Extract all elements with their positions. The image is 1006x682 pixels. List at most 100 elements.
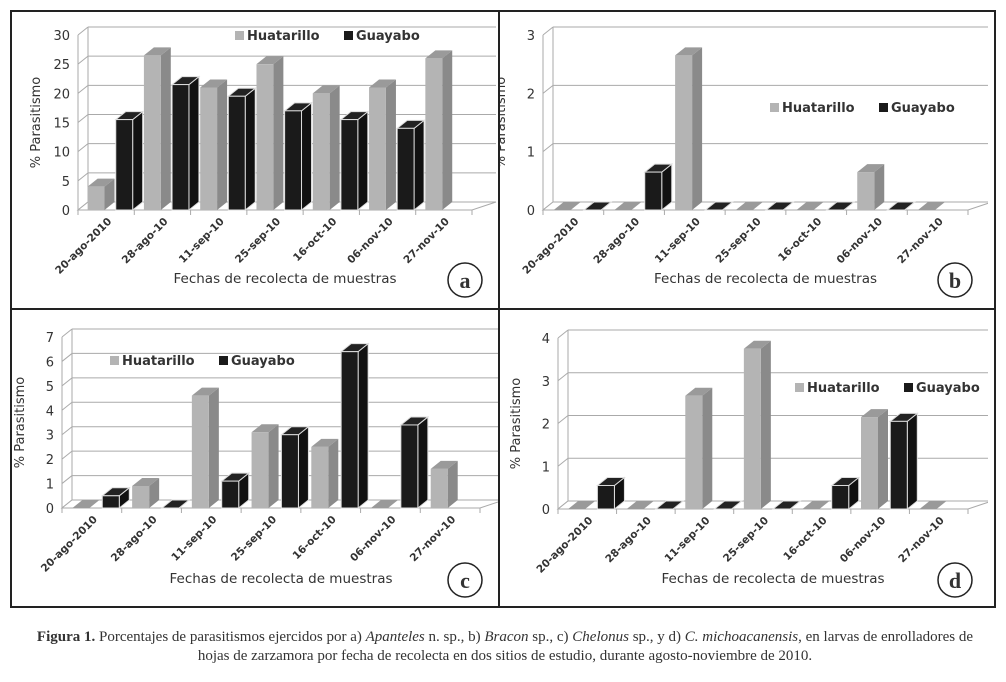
gridline-diag [61, 475, 73, 484]
gridline-diag [557, 329, 569, 339]
legend-label: Huatarillo [247, 29, 320, 44]
x-tick-label: 20-ago-2010 [53, 216, 114, 277]
gridline-diag [557, 457, 569, 467]
panel-letter: b [949, 268, 961, 293]
gridline-diag [77, 84, 89, 94]
legend-swatch [770, 103, 779, 112]
bar-side [217, 79, 228, 210]
gridline-diag [61, 426, 73, 436]
bar-huatarillo [191, 387, 219, 508]
bar-front [425, 58, 443, 211]
bar-huatarillo [553, 202, 581, 210]
bar-guayabo [339, 110, 370, 212]
y-tick-label: 0 [542, 503, 550, 518]
gridline-diag [77, 172, 89, 182]
bar-top [553, 202, 581, 210]
bar-front [87, 186, 105, 210]
bar-front [312, 93, 330, 210]
x-tick-label: 25-sep-10 [229, 514, 279, 564]
bar-front [280, 434, 299, 509]
bar-front [171, 84, 190, 211]
bar-top [582, 201, 613, 211]
legend-swatch [904, 383, 913, 392]
y-tick-label: 0 [46, 502, 54, 517]
bar-huatarillo [251, 424, 279, 508]
bar-top [191, 387, 219, 396]
gridline-diag [557, 372, 569, 382]
figure-caption: Figura 1. Porcentajes de parasitismos ej… [30, 628, 980, 666]
legend-swatch [235, 31, 244, 40]
y-tick-label: 1 [527, 146, 535, 161]
bar-front [311, 446, 329, 508]
gridline-diag [542, 26, 554, 36]
bar-front [685, 395, 703, 509]
bar-side [160, 47, 171, 210]
caption-text: sp., c) [528, 629, 573, 645]
x-tick-label: 11-sep-10 [169, 514, 219, 564]
x-tick-label: 06-nov-10 [835, 216, 886, 267]
bar-side [104, 178, 115, 210]
bar-huatarillo [371, 500, 398, 508]
panel-letter-circle [447, 262, 483, 298]
legend-label: Guayabo [891, 101, 955, 116]
bar-guayabo [170, 75, 201, 212]
legend-label: Guayabo [916, 381, 980, 396]
x-tick-label: 27-nov-10 [408, 514, 459, 565]
caption-text: Porcentajes de parasitismos ejercidos po… [95, 629, 366, 645]
bar-top [200, 79, 228, 88]
bar-top [312, 85, 340, 94]
x-tick-label: 25-sep-10 [233, 216, 283, 266]
bar-guayabo [100, 486, 131, 510]
caption-text: sp., y d) [628, 629, 685, 645]
y-tick-label: 20 [53, 87, 70, 102]
bar-top [796, 202, 824, 210]
panel-divider-horizontal [10, 308, 996, 310]
bar-huatarillo [425, 50, 453, 211]
bar-front [340, 351, 359, 509]
legend-label: Huatarillo [122, 354, 195, 369]
bar-huatarillo [802, 501, 830, 509]
bar-front [743, 348, 761, 509]
legend-swatch [344, 31, 353, 40]
x-tick-label: 20-ago-2010 [534, 515, 595, 576]
bar-front [861, 417, 878, 509]
bar-huatarillo [256, 56, 284, 210]
bar-front [251, 432, 269, 508]
bar-top [713, 500, 743, 510]
bar-front [889, 420, 908, 510]
bar-guayabo [764, 201, 795, 211]
y-tick-label: 4 [46, 404, 54, 419]
x-tick-label: 28-ago-10 [591, 216, 642, 267]
y-tick-label: 10 [53, 146, 70, 161]
bar-guayabo [654, 500, 685, 510]
panel-letter: a [460, 268, 471, 293]
bar-side [132, 110, 144, 212]
gridline-diag [61, 328, 73, 338]
bar-top [143, 47, 171, 56]
bar-top [857, 164, 885, 173]
legend-label: Huatarillo [782, 101, 855, 116]
bar-side [357, 342, 369, 510]
bar-front [256, 64, 274, 210]
bar-top [771, 500, 802, 510]
y-tick-label: 3 [46, 429, 54, 444]
x-tick-label: 11-sep-10 [653, 216, 703, 266]
bar-huatarillo [72, 500, 100, 508]
bar-side [442, 50, 453, 211]
bar-top [704, 201, 734, 211]
bar-huatarillo [743, 340, 771, 509]
bar-side [329, 85, 340, 210]
x-tick-label: 28-ago-10 [603, 515, 654, 566]
caption-species: C. michoacanensis [684, 629, 799, 645]
legend-label: Guayabo [356, 29, 420, 44]
gridline-diag [542, 143, 554, 153]
bar-guayabo [830, 476, 861, 511]
bar-top [802, 501, 830, 509]
bar-huatarillo [87, 178, 115, 210]
chart-panel-a: 0 5 10 15 20 25 30 20-ago-2010 28-ago-10 11-sep-1… [10, 10, 498, 308]
y-axis-title: % Parasitismo [500, 77, 509, 169]
legend-label: Guayabo [231, 354, 295, 369]
bar-huatarillo [919, 501, 947, 509]
bar-front [596, 484, 615, 510]
bar-top [568, 501, 596, 509]
